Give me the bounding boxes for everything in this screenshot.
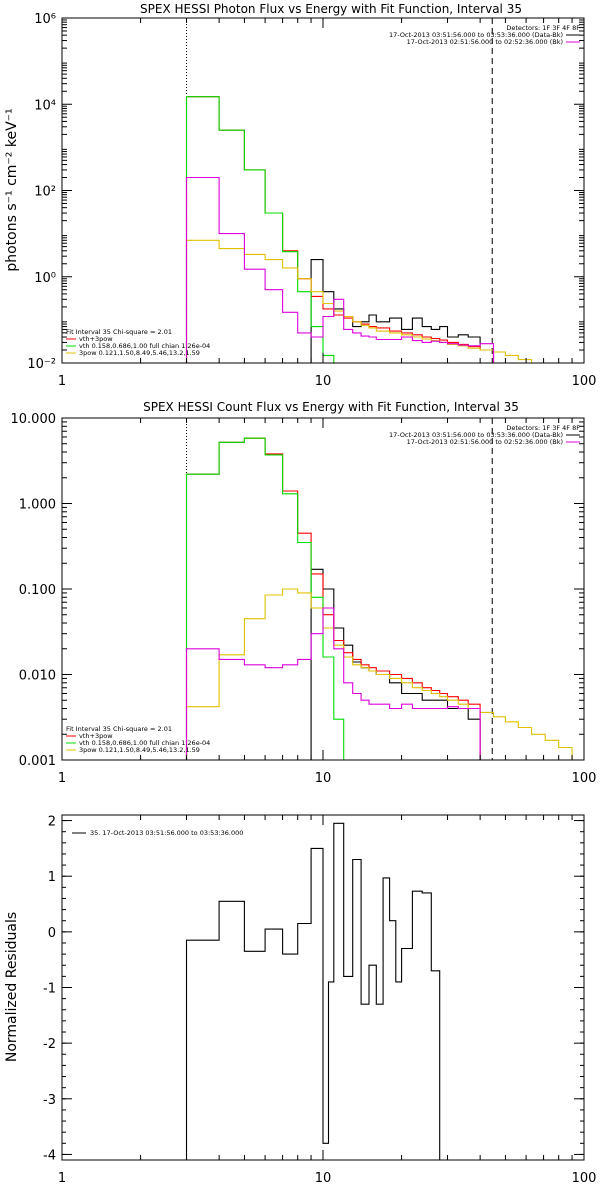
photon-series-2 [185, 96, 353, 364]
count-legend-entry: 17-Oct-2013 02:51:56.000 to 02:52:36.000… [407, 438, 563, 446]
resid-ytick-label: 2 [48, 815, 56, 830]
resid-ytick-label: 0 [48, 926, 56, 941]
count-ytick-label: 0.010 [19, 669, 56, 684]
resid-ytick-label: 1 [48, 870, 56, 885]
photon-ytick-label: 10⁰ [34, 271, 56, 286]
photon-fit-legend-entry: vth 0.158,0.686,1.00 full chian 1.26e-04 [79, 342, 210, 350]
count-fit-legend-header: Fit Interval 35 Chi-square = 2.01 [66, 725, 172, 733]
count-fit-legend-entry: vth 0.158,0.686,1.00 full chian 1.26e-04 [79, 739, 210, 747]
photon-legend-entry: 17-Oct-2013 02:51:56.000 to 02:52:36.000… [407, 38, 563, 46]
photon-series-3 [185, 239, 546, 364]
photon-legend-title: Detectors: 1F 3F 4F 8F [506, 24, 580, 32]
resid-legend-entry: 35. 17-Oct-2013 03:51:56.000 to 03:53:36… [90, 829, 243, 837]
photon-legend-entry: 17-Oct-2013 03:51:56.000 to 03:53:36.000… [389, 31, 563, 39]
photon-flux-title: SPEX HESSI Photon Flux vs Energy with Fi… [140, 2, 522, 16]
resid-series-0 [185, 822, 441, 1160]
resid-ytick-label: -1 [43, 982, 56, 997]
count-series-2 [185, 437, 353, 761]
count-xtick-label: 1 [58, 771, 66, 786]
count-series-3 [185, 588, 573, 760]
photon-fit-legend-entry: vth+3pow [79, 335, 113, 343]
resid-ytick-label: -4 [43, 1148, 56, 1163]
count-flux-panel: SPEX HESSI Count Flux vs Energy with Fit… [11, 400, 597, 786]
residuals-frame [61, 814, 585, 1161]
count-flux-frame [61, 417, 585, 761]
photon-flux-panel: SPEX HESSI Photon Flux vs Energy with Fi… [4, 2, 596, 389]
count-ytick-label: 10.000 [11, 412, 57, 427]
residuals-panel: Normalized Residuals 1 10 100 -4 -3 -2 -1 0 1 2 3… [4, 814, 597, 1186]
photon-ytick-label: 10⁶ [34, 12, 56, 27]
residuals-ylabel: Normalized Residuals [4, 912, 20, 1062]
photon-ytick-label: 10² [34, 185, 56, 200]
resid-ytick-label: -3 [43, 1093, 56, 1108]
count-series-1 [185, 437, 481, 760]
resid-xtick-label: 10 [315, 1171, 332, 1186]
photon-ytick-label: 10⁴ [34, 98, 56, 113]
count-ytick-label: 1.000 [19, 498, 56, 513]
count-series-4 [185, 607, 481, 760]
count-legend-entry: 17-Oct-2013 03:51:56.000 to 03:53:36.000… [389, 431, 563, 439]
count-fit-legend-entry: 3pow 0.121,1.50,8.49,5.46,13.2,1.59 [79, 746, 200, 754]
photon-xtick-label: 10 [315, 374, 332, 389]
count-flux-title: SPEX HESSI Count Flux vs Energy with Fit… [143, 400, 519, 414]
count-ytick-label: 0.001 [19, 754, 56, 769]
resid-xtick-label: 1 [58, 1171, 66, 1186]
photon-fit-legend-entry: 3pow 0.121,1.50,8.49,5.46,13.2,1.59 [79, 349, 200, 357]
photon-flux-frame [61, 17, 585, 364]
photon-series-1 [185, 96, 495, 363]
count-legend-title: Detectors: 1F 3F 4F 8F [506, 424, 580, 432]
resid-ytick-label: -2 [43, 1037, 56, 1052]
photon-fit-legend-header: Fit Interval 35 Chi-square = 2.01 [66, 328, 172, 336]
count-ytick-label: 0.100 [19, 583, 56, 598]
photon-flux-ylabel: photons s⁻¹ cm⁻² keV⁻¹ [4, 108, 20, 271]
count-fit-legend-entry: vth+3pow [79, 732, 113, 740]
resid-xtick-label: 100 [572, 1171, 597, 1186]
photon-series-4 [185, 176, 495, 363]
photon-xtick-label: 1 [58, 374, 66, 389]
count-xtick-label: 10 [315, 771, 332, 786]
count-series-0 [310, 568, 481, 760]
photon-xtick-label: 100 [572, 374, 597, 389]
count-xtick-label: 100 [572, 771, 597, 786]
photon-ytick-label: 10⁻² [27, 357, 56, 372]
